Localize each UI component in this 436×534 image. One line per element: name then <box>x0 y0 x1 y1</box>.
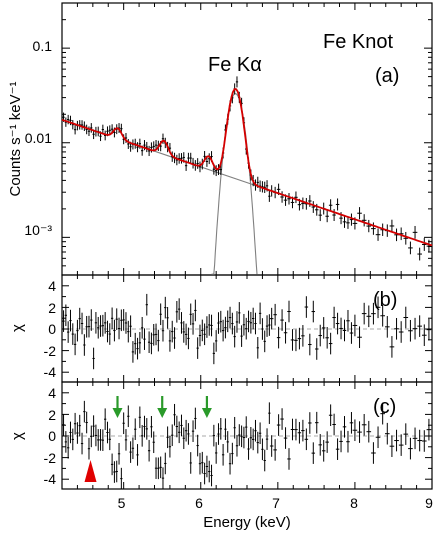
panel-c-label: (c) <box>373 396 396 418</box>
axis-ticks <box>61 3 433 489</box>
ytick-label-a-2: 10⁻³ <box>24 222 52 238</box>
ytick-label-c-2: 2 <box>48 407 56 423</box>
ytick-label-c-m4: -4 <box>44 471 57 487</box>
xtick-label-5: 5 <box>118 495 126 511</box>
red-triangle-marker <box>84 460 97 482</box>
xtick-label-6: 6 <box>195 495 203 511</box>
panel-b-label: (b) <box>373 289 397 311</box>
model-curve <box>61 88 433 247</box>
ytick-label-a-1: 0.01 <box>25 130 52 146</box>
y-axis-title-a: Counts s⁻¹ keV⁻¹ <box>7 81 24 196</box>
xtick-label-7: 7 <box>272 495 280 511</box>
panel-b-residuals <box>62 293 432 370</box>
y-axis-title-c: χ <box>9 432 26 440</box>
x-axis-title: Energy (keV) <box>203 514 291 531</box>
panel-a-components <box>138 93 433 275</box>
ytick-label-b-2: 2 <box>48 300 56 316</box>
fe-knot-annotation: Fe Knot <box>323 31 393 53</box>
green-arrow-head <box>157 408 168 418</box>
panel-a-model-curve <box>61 88 433 247</box>
fe-ka-annotation: Fe Kα <box>208 54 262 76</box>
ytick-label-a-0: 0.1 <box>33 38 53 54</box>
ytick-label-b-m2: -2 <box>44 343 57 359</box>
ytick-label-c-0: 0 <box>48 428 56 444</box>
ytick-label-c-4: 4 <box>48 385 56 401</box>
xtick-label-8: 8 <box>350 495 358 511</box>
ytick-label-c-m2: -2 <box>44 450 57 466</box>
fe-line-component-curve <box>211 93 258 275</box>
y-axis-title-b: χ <box>9 324 26 332</box>
panel-a-data-points <box>62 76 432 261</box>
ytick-label-b-4: 4 <box>48 278 56 294</box>
green-arrow-head <box>112 408 123 418</box>
green-arrow-head <box>201 408 212 418</box>
panel-a-label: (a) <box>375 65 399 87</box>
ytick-label-b-m4: -4 <box>44 364 57 380</box>
feature-markers <box>84 396 212 482</box>
xtick-label-9: 9 <box>425 495 433 511</box>
ytick-label-b-0: 0 <box>48 321 56 337</box>
